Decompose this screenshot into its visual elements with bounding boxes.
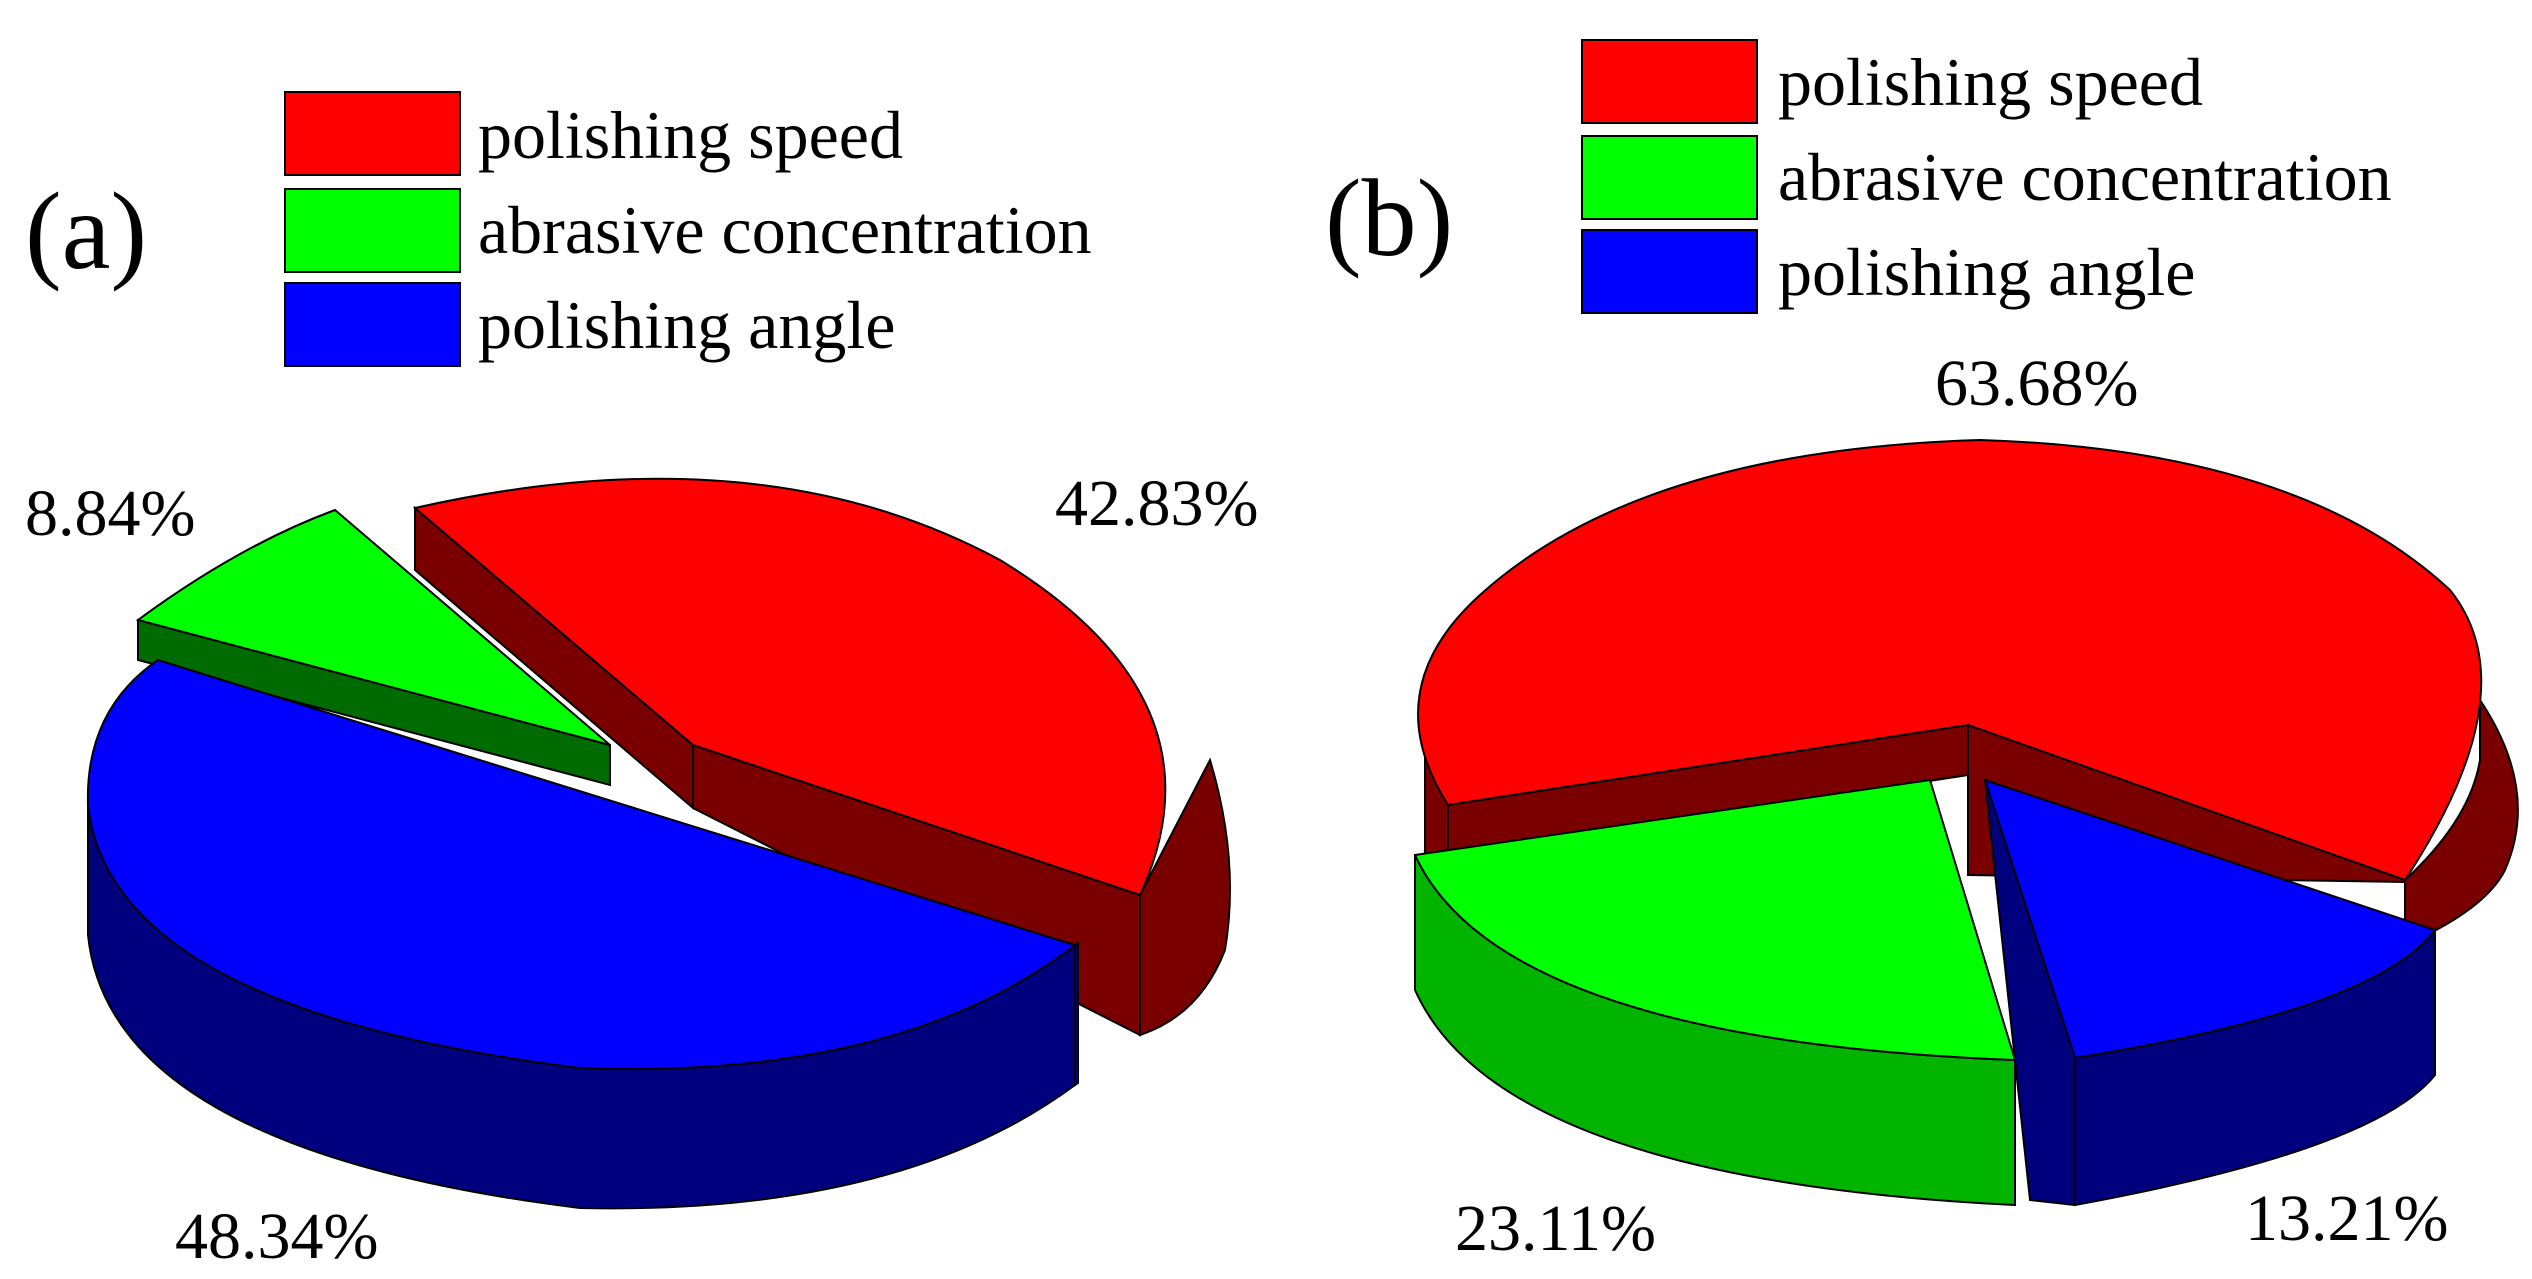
legend-label-polishing-speed: polishing speed — [478, 97, 903, 173]
slice-a-polishing-speed-rim — [1139, 757, 1231, 1037]
panel-a: (a) polishing speed abrasive concentrati… — [25, 91, 1258, 1273]
panel-b-pie — [1413, 438, 2519, 1207]
data-label-b-polishing-speed: 63.68% — [1935, 347, 2138, 420]
slice-a-polishing-angle — [86, 658, 1078, 1070]
slice-a-polishing-speed — [412, 477, 1167, 897]
data-label-a-polishing-angle: 48.34% — [175, 1200, 378, 1273]
legend-swatch-polishing-speed — [284, 91, 461, 176]
data-label-b-polishing-angle: 13.21% — [2245, 1182, 2448, 1255]
legend-swatch-abrasive-concentration — [284, 188, 461, 273]
legend-swatch-abrasive-concentration — [1581, 135, 1758, 220]
data-label-a-abrasive-concentration: 8.84% — [25, 477, 195, 550]
slice-b-polishing-speed — [1417, 438, 2483, 882]
legend-swatch-polishing-angle — [1581, 229, 1758, 314]
legend-label-abrasive-concentration: abrasive concentration — [478, 192, 1092, 268]
legend-swatch-polishing-speed — [1581, 39, 1758, 124]
legend-swatch-polishing-angle — [284, 282, 461, 367]
legend-label-polishing-angle: polishing angle — [478, 287, 895, 363]
data-label-a-polishing-speed: 42.83% — [1055, 467, 1258, 540]
slice-a-abrasive-concentration — [135, 508, 611, 746]
panel-b-legend: polishing speed abrasive concentration p… — [1581, 39, 2392, 314]
panel-b: (b) polishing speed abrasive concentrati… — [1325, 39, 2519, 1265]
panel-a-label: (a) — [25, 170, 147, 292]
slice-b-polishing-speed-rim — [2404, 696, 2519, 947]
legend-label-polishing-speed: polishing speed — [1778, 44, 2203, 120]
legend-label-polishing-angle: polishing angle — [1778, 234, 2195, 310]
slice-b-abrasive-concentration — [1413, 778, 2017, 1062]
slice-a-polishing-angle-cut — [1074, 941, 1079, 1087]
panel-a-pie — [86, 477, 1231, 1210]
legend-label-abrasive-concentration: abrasive concentration — [1778, 139, 2392, 215]
slice-b-polishing-angle — [1983, 778, 2437, 1060]
data-label-b-abrasive-concentration: 23.11% — [1455, 1192, 1656, 1265]
panel-b-label: (b) — [1325, 157, 1453, 279]
panel-a-legend: polishing speed abrasive concentration p… — [284, 91, 1092, 367]
